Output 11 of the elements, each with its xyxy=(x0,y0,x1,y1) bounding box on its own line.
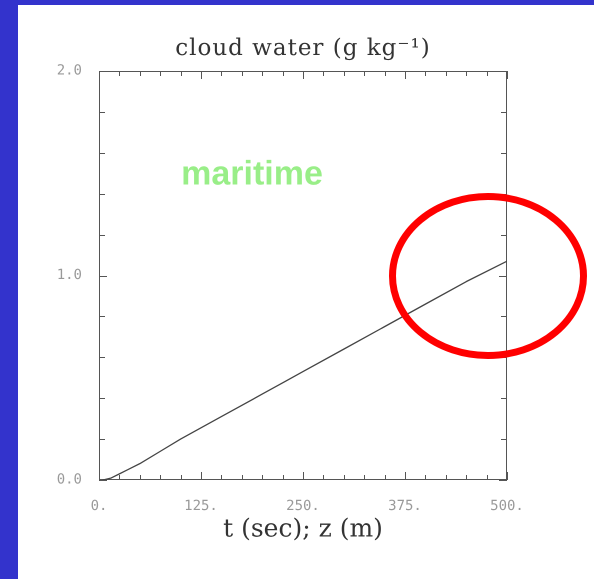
y-tick-label: 0.0 xyxy=(56,472,82,488)
x-tick-label: 375. xyxy=(388,498,422,514)
x-tick-label: 250. xyxy=(286,498,320,514)
chart-title: cloud water (g kg⁻¹) xyxy=(175,34,431,61)
x-tick-label: 500. xyxy=(490,498,524,514)
x-tick-label: 125. xyxy=(184,498,218,514)
x-tick-label: 0. xyxy=(90,498,108,514)
y-tick-label: 1.0 xyxy=(56,267,82,284)
x-axis-title: t (sec); z (m) xyxy=(223,514,383,542)
annotation: maritime xyxy=(181,154,323,193)
y-tick-label: 2.0 xyxy=(56,62,82,79)
